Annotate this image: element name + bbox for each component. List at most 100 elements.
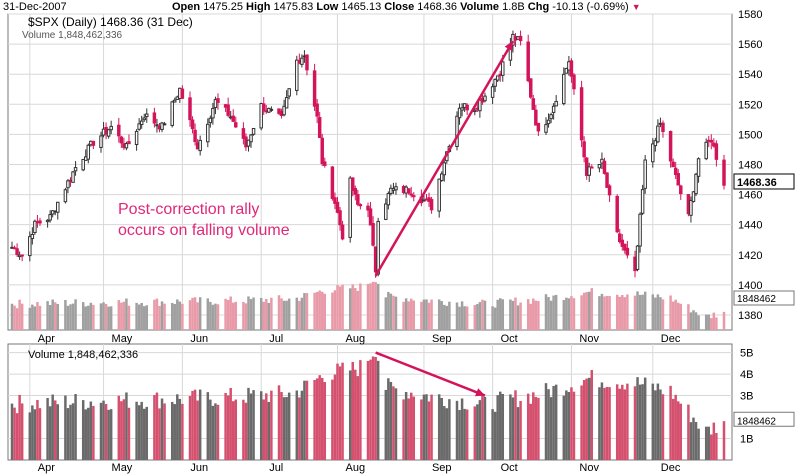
volume-bar [605, 386, 609, 460]
volume-bar [33, 409, 37, 460]
volume-bar [153, 395, 156, 460]
price-panel-volume-bar [440, 301, 443, 330]
volume-bar [687, 404, 690, 460]
volume-bar [478, 400, 482, 460]
price-panel-volume-bar [51, 299, 54, 330]
volume-bar [549, 397, 553, 460]
candle-body [38, 220, 42, 224]
price-tick-label: 1400 [738, 280, 762, 292]
volume-bar [87, 407, 90, 460]
volume-bar [265, 393, 268, 460]
candle-body [63, 189, 68, 203]
month-label: Jun [190, 333, 208, 345]
price-panel-volume-bar [621, 294, 624, 330]
volume-bar [659, 389, 662, 460]
price-tick-label: 1560 [738, 39, 762, 51]
volume-bar [280, 392, 283, 460]
price-panel-volume-bar [282, 300, 286, 330]
volume-bar [160, 398, 164, 460]
volume-bar [483, 396, 487, 460]
volume-bar [674, 394, 677, 460]
price-panel-volume-bar [425, 299, 428, 330]
volume-bar [481, 394, 484, 460]
candle-body [99, 135, 103, 148]
candle-body [206, 123, 210, 143]
volume-tick-label: 5B [740, 348, 753, 360]
price-panel-volume-bar [532, 298, 535, 330]
volume-bar [445, 408, 449, 460]
volume-bar [122, 399, 126, 460]
volume-bar [371, 356, 375, 460]
volume-bar [214, 403, 217, 460]
price-panel-volume-bar [562, 300, 566, 330]
price-panel-volume-bar [242, 301, 245, 330]
low-label: Low [316, 1, 339, 13]
candle-body [119, 136, 124, 144]
candle-body [554, 100, 558, 107]
price-panel-volume-bar [369, 283, 372, 330]
volume-bar [633, 386, 637, 460]
price-panel-volume-bar [265, 298, 268, 330]
volume-bar [420, 399, 423, 460]
price-legend: $SPX (Daily) 1468.36 (31 Dec) [28, 15, 193, 29]
volume-bar [198, 389, 202, 460]
price-panel-volume-bar [692, 310, 695, 330]
candle-body [597, 163, 602, 169]
candle-body [335, 201, 340, 213]
candle-body [300, 57, 304, 65]
candle-body [45, 219, 50, 223]
candle-body [216, 98, 220, 103]
candle-body [638, 213, 642, 247]
volume-bar [516, 407, 520, 460]
price-panel-volume-bar [430, 299, 433, 330]
price-panel-volume-bar [125, 298, 128, 330]
price-panel-volume-bar [671, 301, 675, 330]
price-panel [7, 13, 733, 331]
volume-bar [440, 397, 443, 460]
candle-body [188, 97, 192, 121]
candle-body [251, 127, 256, 135]
candle-body [295, 59, 299, 91]
volume-bar [412, 396, 416, 460]
candle-body [73, 167, 78, 172]
price-panel-volume-bar [74, 299, 77, 330]
volume-bar [618, 388, 621, 460]
price-panel-volume-bar [697, 315, 700, 330]
price-panel-volume-bar [160, 301, 164, 330]
price-panel-volume-bar [122, 301, 126, 330]
volume-bar [74, 394, 77, 460]
volume-bar [425, 394, 428, 460]
price-panel-volume-bar [109, 306, 113, 330]
price-panel-volume-bar [547, 297, 550, 330]
candle-body [625, 247, 630, 256]
candle-body [529, 78, 533, 98]
volume-bar [137, 405, 141, 460]
candle-body [320, 137, 324, 165]
candle-body [173, 99, 177, 103]
candle-body [465, 104, 469, 111]
price-panel-volume-bar [455, 302, 459, 330]
candle-body [605, 172, 609, 188]
candle-body [282, 105, 286, 116]
price-panel-volume-bar [249, 299, 253, 330]
candle-body [139, 120, 144, 126]
price-tick-label: 1540 [738, 69, 762, 81]
price-panel-volume-bar [348, 288, 352, 330]
volume-bar [356, 376, 360, 460]
price-panel-volume-bar [458, 306, 461, 330]
price-panel-volume-bar [491, 306, 494, 330]
price-panel-volume-bar [514, 297, 517, 330]
price-panel-volume-bar [196, 302, 199, 330]
volume-bar [56, 404, 60, 460]
price-panel-volume-bar [689, 312, 693, 330]
price-panel-volume-bar [81, 302, 85, 330]
price-panel-volume-bar [336, 285, 339, 330]
volume-bar [181, 403, 184, 460]
month-label: Oct [501, 462, 518, 474]
price-panel-volume-bar [552, 295, 555, 330]
volume-label: Volume [460, 1, 500, 13]
month-label: Dec [661, 462, 681, 474]
volume-bar [359, 360, 362, 460]
volume-bar [163, 403, 166, 460]
volume-tick-label: 4B [740, 369, 753, 381]
